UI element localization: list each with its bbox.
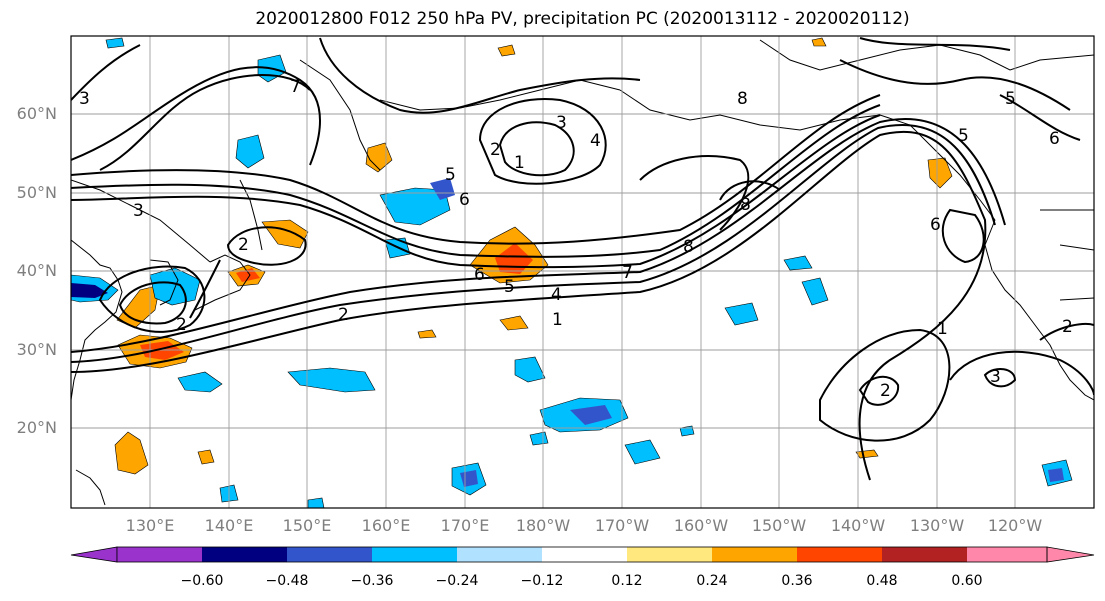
svg-text:6: 6 (459, 190, 470, 210)
pv-contours (71, 37, 1094, 481)
colorbar-bin (117, 547, 202, 562)
colorbar-tick-label: 0.12 (611, 573, 643, 589)
lon-label: 150°E (282, 516, 332, 535)
svg-text:3: 3 (556, 113, 567, 133)
map-area: 7 3 2 1 3 4 5 6 6 8 8 5 6 8 3 2 2 6 5 4 … (71, 36, 1094, 508)
lon-label: 170°E (440, 516, 490, 535)
svg-text:2: 2 (880, 381, 891, 401)
lon-label: 150°W (751, 516, 807, 535)
colorbar-tick-label: −0.12 (520, 573, 564, 589)
svg-text:3: 3 (990, 367, 1001, 387)
svg-text:2: 2 (1062, 317, 1073, 337)
colorbar-bin (712, 547, 797, 562)
lat-label: 20°N (16, 418, 57, 437)
lon-label: 120°W (987, 516, 1043, 535)
lat-label: 40°N (16, 261, 57, 280)
colorbar-tick-label: 0.24 (696, 573, 728, 589)
svg-text:2: 2 (238, 235, 249, 255)
lon-label: 130°E (125, 516, 175, 535)
lon-label: 140°W (830, 516, 886, 535)
svg-text:2: 2 (176, 315, 187, 335)
svg-text:3: 3 (133, 201, 144, 221)
lon-label: 180°W (515, 516, 571, 535)
svg-text:2: 2 (490, 140, 501, 160)
lon-label: 160°E (361, 516, 411, 535)
colorbar-bin (627, 547, 712, 562)
map-frame (70, 35, 1095, 509)
svg-text:7: 7 (622, 263, 633, 283)
svg-text:7: 7 (290, 77, 301, 97)
colorbar-bin (797, 547, 882, 562)
colorbar-extend-low (70, 546, 118, 563)
colorbar-outline (116, 546, 1048, 563)
colorbar-tick-label: 0.36 (781, 573, 813, 589)
lon-label: 140°E (204, 516, 254, 535)
map-background (71, 36, 1094, 508)
colorbar-tick-label: −0.36 (350, 573, 394, 589)
colorbar-tick-label: −0.24 (435, 573, 479, 589)
svg-text:4: 4 (590, 131, 601, 151)
colorbar-bin (882, 547, 967, 562)
lat-label: 60°N (16, 104, 57, 123)
svg-text:8: 8 (683, 237, 694, 257)
colorbar-bin (457, 547, 542, 562)
lon-label: 160°W (673, 516, 729, 535)
gridlines (71, 36, 1094, 508)
contour-labels: 7 3 2 1 3 4 5 6 6 8 8 5 6 8 3 2 2 6 5 4 … (79, 77, 1073, 401)
svg-text:6: 6 (930, 215, 941, 235)
colorbar-tick-label: 0.60 (951, 573, 983, 589)
svg-text:6: 6 (474, 265, 485, 285)
map-title: 2020012800 F012 250 hPa PV, precipitatio… (255, 9, 910, 29)
colorbar (70, 546, 1095, 563)
svg-text:4: 4 (551, 285, 562, 305)
colorbar-bin (542, 547, 627, 562)
colorbar-bin (967, 547, 1047, 562)
colorbar-bin (202, 547, 287, 562)
svg-text:3: 3 (79, 89, 90, 109)
svg-text:1: 1 (937, 319, 948, 339)
svg-text:1: 1 (552, 310, 563, 330)
colorbar-tick-label: 0.48 (866, 573, 898, 589)
lon-label: 130°W (909, 516, 965, 535)
svg-text:5: 5 (445, 165, 456, 185)
colorbar-tick-label: −0.60 (180, 573, 224, 589)
svg-text:8: 8 (740, 195, 751, 215)
lat-label: 50°N (16, 183, 57, 202)
lat-label: 30°N (16, 340, 57, 359)
colorbar-bin (372, 547, 457, 562)
svg-text:1: 1 (514, 153, 525, 173)
svg-text:2: 2 (338, 305, 349, 325)
colorbar-tick-label: −0.48 (265, 573, 309, 589)
colorbar-bin (287, 547, 372, 562)
svg-text:5: 5 (1005, 89, 1016, 109)
lon-label: 170°W (594, 516, 650, 535)
svg-text:8: 8 (737, 89, 748, 109)
colorbar-extend-high (1046, 546, 1095, 563)
svg-text:5: 5 (958, 126, 969, 146)
coastlines (71, 39, 1094, 506)
svg-text:6: 6 (1049, 129, 1060, 149)
svg-text:5: 5 (504, 277, 515, 297)
